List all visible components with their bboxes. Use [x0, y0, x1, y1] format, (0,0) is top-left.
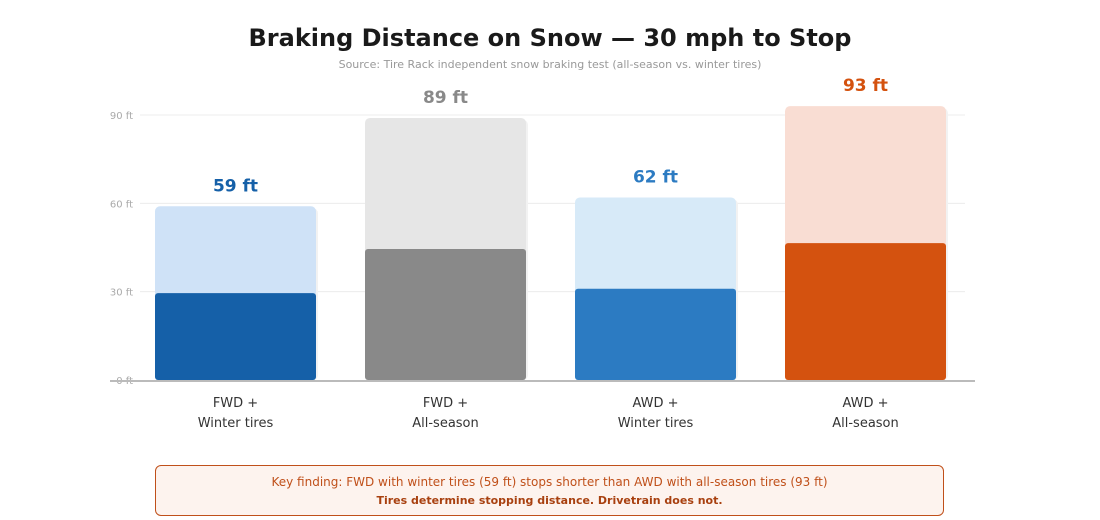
value-label: 89 ft [423, 88, 468, 108]
category-label: AWD + [632, 396, 678, 411]
y-tick-label: 90 ft [110, 111, 133, 122]
category-label: All-season [832, 416, 899, 431]
bar-lower [155, 293, 316, 380]
key-finding-text: Key finding: FWD with winter tires (59 f… [271, 475, 828, 489]
category-label: FWD + [213, 396, 258, 411]
chart-subtitle: Source: Tire Rack independent snow braki… [338, 58, 762, 71]
chart-title: Braking Distance on Snow — 30 mph to Sto… [248, 24, 852, 52]
category-label: AWD + [842, 396, 888, 411]
key-finding-conclusion: Tires determine stopping distance. Drive… [376, 494, 723, 507]
value-label: 93 ft [843, 76, 888, 96]
bar-lower [365, 248, 526, 380]
y-tick-label: 30 ft [110, 288, 133, 299]
key-finding-callout: Key finding: FWD with winter tires (59 f… [155, 465, 944, 516]
bar-lower [575, 288, 736, 380]
value-label: 62 ft [633, 167, 678, 187]
category-label: Winter tires [198, 416, 274, 431]
bar-lower [785, 243, 946, 380]
y-tick-label: 60 ft [110, 199, 133, 210]
category-label: All-season [412, 416, 479, 431]
category-label: Winter tires [618, 416, 694, 431]
value-label: 59 ft [213, 176, 258, 196]
category-label: FWD + [423, 396, 468, 411]
